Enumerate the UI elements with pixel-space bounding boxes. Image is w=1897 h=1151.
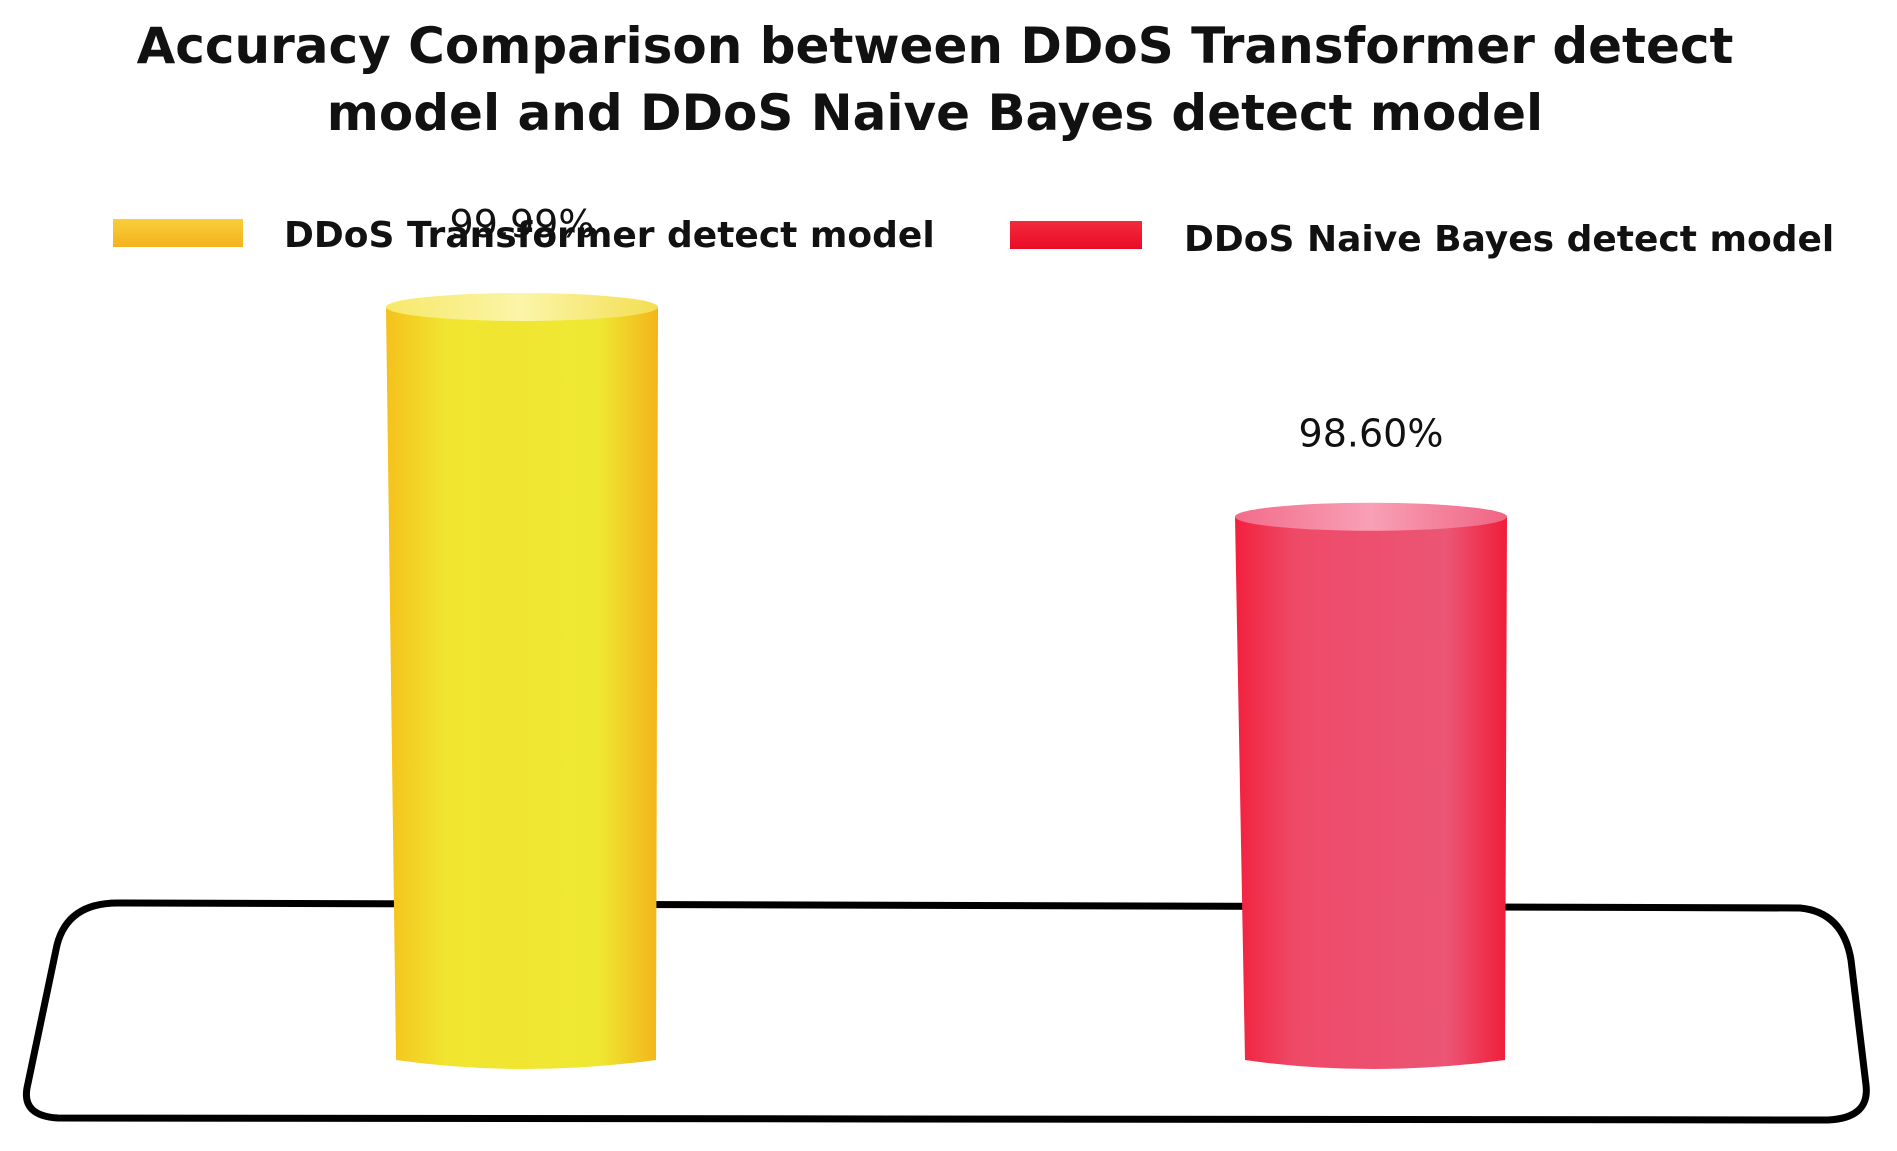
legend-label-naive-bayes: DDoS Naive Bayes detect model <box>1184 219 1834 260</box>
chart-title-line-1: Accuracy Comparison between DDoS Transfo… <box>137 17 1734 75</box>
bar-naive-bayes <box>1235 502 1507 1069</box>
bar-transformer <box>386 292 658 1069</box>
bar-naive-bayes-body <box>1235 516 1507 1069</box>
chart-title-line-2: model and DDoS Naive Bayes detect model <box>327 84 1543 142</box>
data-label-naive-bayes: 98.60% <box>1299 412 1444 456</box>
legend-label-transformer: DDoS Transformer detect model <box>284 215 935 256</box>
legend-swatch-transformer <box>113 219 243 247</box>
legend-swatch-naive-bayes <box>1010 221 1142 249</box>
legend: DDoS Transformer detect model DDoS Naive… <box>113 215 1834 260</box>
bar-naive-bayes-top <box>1235 502 1507 531</box>
bar-transformer-body <box>386 306 658 1069</box>
bar-transformer-top <box>386 292 658 321</box>
data-label-transformer: 99.99% <box>450 202 595 246</box>
bars-layer <box>386 292 1507 1069</box>
base-platform <box>22 899 1870 1124</box>
